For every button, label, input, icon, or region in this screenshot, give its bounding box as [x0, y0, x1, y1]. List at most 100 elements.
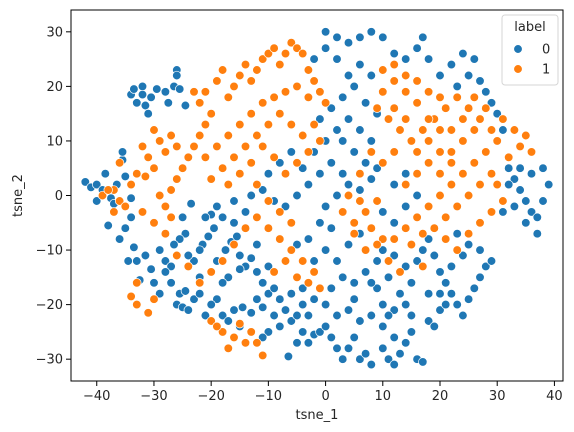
point-series-1: [441, 234, 451, 244]
point-series-0: [309, 54, 319, 64]
legend-marker-0: [513, 44, 523, 54]
point-series-0: [229, 196, 239, 206]
point-series-1: [263, 223, 274, 233]
point-series-1: [441, 212, 451, 222]
point-series-0: [486, 98, 497, 108]
point-series-1: [463, 103, 474, 113]
point-series-0: [280, 201, 291, 212]
point-series-0: [240, 207, 251, 217]
point-series-1: [475, 218, 485, 228]
point-series-1: [458, 114, 468, 124]
point-series-0: [166, 278, 176, 288]
point-series-1: [286, 245, 296, 255]
point-series-0: [263, 169, 274, 179]
point-series-1: [269, 267, 279, 277]
point-series-0: [132, 98, 142, 108]
point-series-1: [395, 267, 405, 277]
point-series-1: [137, 141, 148, 152]
point-series-1: [429, 223, 439, 233]
point-series-1: [172, 250, 182, 261]
point-series-1: [412, 212, 422, 222]
point-series-0: [378, 32, 388, 42]
point-series-0: [332, 310, 342, 321]
point-series-1: [246, 76, 256, 86]
point-series-1: [235, 119, 245, 130]
point-series-0: [521, 196, 531, 206]
point-series-1: [372, 103, 382, 113]
point-series-1: [406, 239, 417, 250]
point-series-1: [200, 87, 211, 97]
point-series-0: [320, 245, 331, 255]
point-series-0: [263, 289, 274, 299]
point-series-1: [258, 141, 268, 152]
point-series-1: [292, 272, 302, 282]
point-series-0: [212, 294, 222, 304]
point-series-0: [263, 327, 274, 337]
point-series-0: [486, 256, 497, 266]
point-series-1: [212, 321, 222, 332]
point-series-0: [258, 185, 268, 195]
point-series-0: [492, 109, 502, 119]
point-series-0: [538, 163, 548, 173]
point-series-0: [383, 310, 394, 321]
point-series-1: [292, 43, 302, 53]
point-series-0: [183, 250, 193, 261]
point-series-0: [423, 316, 434, 326]
point-series-1: [206, 316, 216, 326]
point-series-0: [298, 327, 308, 337]
point-series-1: [360, 245, 371, 255]
point-series-1: [315, 87, 325, 97]
point-series-0: [355, 185, 365, 195]
point-series-0: [320, 321, 331, 332]
point-series-1: [383, 256, 394, 266]
point-series-0: [292, 239, 302, 250]
point-series-0: [303, 338, 314, 348]
point-series-1: [360, 207, 371, 217]
point-series-0: [349, 81, 359, 92]
point-series-1: [298, 48, 308, 59]
point-series-1: [504, 152, 514, 162]
point-series-0: [366, 70, 376, 81]
point-series-0: [315, 327, 325, 337]
point-series-0: [137, 81, 148, 92]
point-series-1: [401, 87, 411, 97]
point-series-1: [149, 163, 159, 173]
point-series-0: [446, 261, 457, 272]
point-series-0: [252, 267, 262, 277]
point-series-0: [360, 158, 371, 168]
point-series-0: [186, 199, 196, 209]
point-series-0: [349, 147, 359, 157]
point-series-0: [126, 193, 136, 203]
point-series-1: [258, 350, 268, 361]
point-series-0: [475, 245, 485, 255]
point-series-1: [406, 136, 417, 146]
point-series-1: [132, 169, 142, 179]
y-tick-label: −10: [36, 244, 63, 259]
point-series-0: [137, 89, 148, 100]
point-series-1: [303, 65, 314, 75]
point-series-1: [418, 261, 428, 272]
point-series-0: [406, 310, 417, 321]
point-series-0: [435, 70, 445, 81]
point-series-0: [429, 321, 439, 332]
point-series-1: [263, 119, 274, 130]
point-series-0: [223, 316, 233, 326]
point-series-1: [486, 207, 497, 217]
point-series-1: [252, 130, 262, 141]
point-series-1: [286, 38, 296, 48]
legend-marker-1: [513, 64, 523, 74]
point-series-0: [292, 190, 302, 201]
point-series-1: [286, 119, 296, 130]
point-series-0: [418, 245, 428, 255]
point-series-0: [338, 136, 348, 146]
x-tick-label: 20: [432, 389, 449, 404]
point-series-0: [132, 256, 142, 266]
y-axis-label: tsne_2: [11, 174, 26, 217]
point-series-0: [389, 179, 399, 190]
point-series-1: [280, 256, 291, 266]
point-series-0: [172, 70, 182, 81]
point-series-1: [372, 196, 382, 206]
point-series-1: [217, 256, 228, 266]
point-series-0: [298, 283, 308, 293]
point-series-1: [200, 119, 211, 130]
